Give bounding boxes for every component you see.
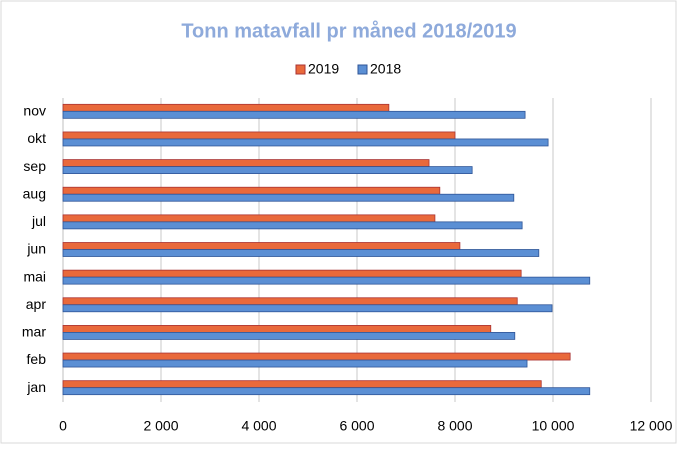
- bar: [62, 221, 523, 230]
- bar: [62, 110, 526, 119]
- bar: [62, 276, 591, 285]
- y-tick-label: jul: [31, 213, 46, 229]
- bar: [62, 304, 553, 313]
- bar: [62, 166, 473, 174]
- legend-label: 2018: [370, 61, 401, 77]
- y-tick-label: sep: [23, 158, 46, 174]
- bar: [62, 242, 461, 250]
- x-tick-label: 6 000: [339, 418, 374, 434]
- bar: [62, 214, 436, 223]
- bar: [62, 359, 528, 368]
- bar: [62, 159, 430, 167]
- y-tick-label: feb: [27, 351, 47, 367]
- y-tick-label: okt: [27, 130, 46, 146]
- y-tick-label: nov: [23, 103, 46, 119]
- bar: [62, 131, 456, 140]
- legend-swatch: [357, 64, 368, 75]
- x-tick-label: 2 000: [143, 418, 178, 434]
- bar: [62, 249, 540, 257]
- x-tick-label: 8 000: [437, 418, 472, 434]
- bar: [62, 269, 522, 278]
- bar: [62, 325, 492, 333]
- bar: [62, 297, 518, 306]
- y-tick-label: jan: [26, 379, 46, 395]
- bar: [62, 186, 441, 195]
- x-tick-label: 10 000: [532, 418, 575, 434]
- legend-swatch: [295, 64, 306, 75]
- bar: [62, 352, 571, 361]
- y-tick-label: jun: [26, 241, 46, 257]
- bar: [62, 193, 515, 202]
- x-tick-label: 0: [59, 418, 67, 434]
- y-tick-label: mar: [22, 324, 46, 340]
- y-tick-label: mai: [23, 268, 46, 284]
- y-tick-label: apr: [26, 296, 47, 312]
- x-tick-label: 4 000: [241, 418, 276, 434]
- bar: [62, 138, 549, 147]
- bar: [62, 332, 516, 340]
- x-tick-label: 12 000: [630, 418, 673, 434]
- bar: [62, 387, 591, 396]
- bar: [62, 380, 542, 389]
- y-tick-label: aug: [23, 185, 46, 201]
- bar: [62, 103, 390, 112]
- legend-label: 2019: [308, 61, 339, 77]
- chart-title: Tonn matavfall pr måned 2018/2019: [181, 19, 516, 42]
